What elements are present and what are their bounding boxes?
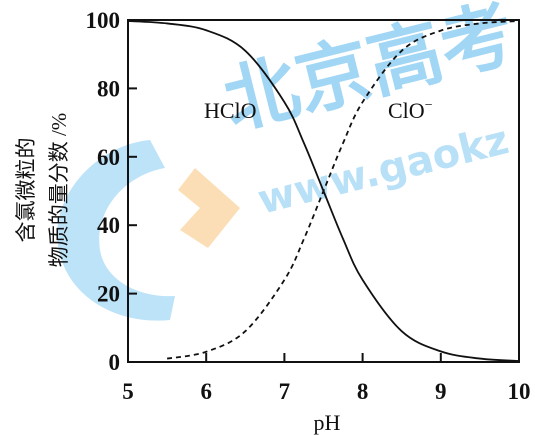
series-group xyxy=(127,20,520,362)
series-label-clo-base: ClO xyxy=(388,98,425,123)
series-line-clo xyxy=(166,20,520,360)
y-tick-label: 20 xyxy=(97,282,120,307)
watermark-logo-orange-chevron xyxy=(178,168,240,248)
series-label-clo-sup: − xyxy=(425,98,433,113)
x-tick-label: 5 xyxy=(122,379,134,404)
watermark-url-text: www.gaokz xyxy=(253,117,513,224)
x-tick-label: 8 xyxy=(357,379,369,404)
y-axis-label-line1: 含氯微粒的 xyxy=(14,138,38,243)
x-tick-label: 7 xyxy=(279,379,291,404)
plot-frame xyxy=(127,19,520,363)
y-tick-label: 60 xyxy=(97,145,120,170)
x-tick-label: 9 xyxy=(435,379,447,404)
series-label-hclo: HClO xyxy=(204,98,257,123)
x-tick-label: 10 xyxy=(508,379,531,404)
y-tick-label: 80 xyxy=(97,76,120,101)
x-tick-label: 6 xyxy=(200,379,212,404)
y-tick-label: 40 xyxy=(97,213,120,238)
watermark-logo-blue-arc xyxy=(57,140,175,321)
y-tick-label: 100 xyxy=(86,8,121,33)
x-axis-label: pH xyxy=(314,410,341,435)
series-label-clo: ClO− xyxy=(388,98,433,123)
y-axis-label-line2: 物质的量分数 /% xyxy=(47,113,71,268)
y-tick-label: 0 xyxy=(109,350,121,375)
